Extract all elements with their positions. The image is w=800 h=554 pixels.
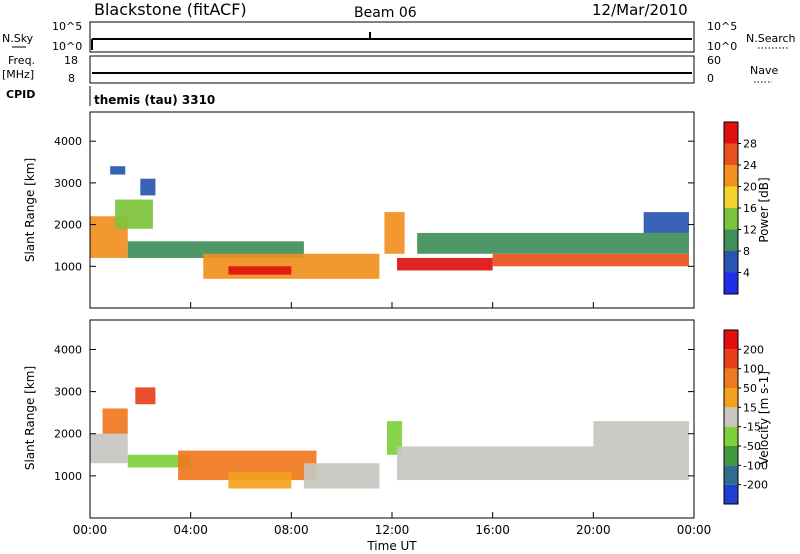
velocity-xtick-label-1: 04:00 — [173, 523, 208, 537]
velocity-colorbar-label: Velocity [m s-1] — [757, 371, 771, 465]
velocity-colorbar-segment-0 — [724, 484, 738, 504]
power-band-3 — [140, 178, 156, 196]
velocity-ytick-label-1: 2000 — [54, 428, 82, 441]
velocity-colorbar-label-4: -15 — [743, 421, 761, 434]
power-colorbar-label-0: 4 — [743, 267, 750, 280]
velocity-ytick-label-2: 3000 — [54, 386, 82, 399]
velocity-xtick-label-3: 12:00 — [375, 523, 410, 537]
velocity-band-1 — [102, 408, 128, 434]
freq-label-line2: [MHz] — [2, 68, 34, 81]
velocity-xtick-label-0: 00:00 — [73, 523, 108, 537]
velocity-colorbar-label-1: 100 — [743, 363, 764, 376]
velocity-colorbar-segment-5 — [724, 388, 738, 408]
velocity-xtick-label-4: 16:00 — [475, 523, 510, 537]
velocity-band-8 — [397, 446, 689, 481]
velocity-band-2 — [135, 387, 156, 405]
velocity-colorbar-segment-6 — [724, 368, 738, 388]
power-colorbar-label-6: 28 — [743, 138, 757, 151]
power-band-5 — [203, 253, 380, 279]
velocity-frame — [89, 319, 695, 519]
velocity-ytick-label-3: 4000 — [54, 343, 82, 356]
power-ylabel: Slant Range [km] — [23, 158, 37, 262]
velocity-colorbar-frame — [723, 329, 739, 505]
power-colorbar-segment-3 — [724, 208, 738, 230]
velocity-colorbar-segment-2 — [724, 446, 738, 466]
power-ytick-label-0: 1000 — [54, 260, 82, 273]
nsky-label: N.Sky — [2, 32, 34, 45]
freq-top-tick: 18 — [64, 54, 78, 67]
power-band-6 — [228, 266, 292, 275]
velocity-xlabel: Time UT — [366, 539, 417, 553]
nave-bottom-tick: 0 — [707, 72, 714, 85]
power-band-11 — [643, 212, 689, 233]
cpid-value: themis (tau) 3310 — [94, 93, 215, 107]
power-band-7 — [384, 212, 405, 254]
velocity-band-5 — [228, 471, 292, 489]
velocity-band-0 — [90, 433, 128, 464]
power-colorbar-segment-2 — [724, 229, 738, 251]
velocity-xtick-label-2: 08:00 — [274, 523, 309, 537]
velocity-colorbar: 200 100 50 15 -15 -50 -100 -200 — [723, 329, 768, 505]
power-band-2 — [110, 166, 126, 175]
cpid-label: CPID — [6, 88, 35, 101]
velocity-colorbar-segment-4 — [724, 407, 738, 427]
velocity-band-9 — [593, 421, 689, 447]
velocity-ytick-label-0: 1000 — [54, 470, 82, 483]
freq-label-line1: Freq. — [8, 54, 35, 67]
power-colorbar-label-5: 24 — [743, 159, 757, 172]
velocity-colorbar-segment-3 — [724, 426, 738, 446]
nsearch-bottom-tick: 10^0 — [707, 40, 737, 53]
nsky-panel — [89, 21, 695, 53]
beam-title: Beam 06 — [354, 5, 417, 21]
power-frame — [89, 111, 695, 309]
power-colorbar-segment-7 — [724, 122, 738, 144]
freq-bottom-tick: 8 — [68, 72, 75, 85]
power-colorbar-segment-4 — [724, 186, 738, 208]
freq-panel — [89, 55, 695, 84]
nave-top-tick: 60 — [707, 54, 721, 67]
power-band-10 — [417, 232, 689, 254]
power-colorbar-label-1: 8 — [743, 245, 750, 258]
power-colorbar: 4 8 12 16 20 24 28 — [723, 121, 757, 295]
power-colorbar-label-2: 12 — [743, 224, 757, 237]
power-band-9 — [492, 253, 689, 267]
velocity-colorbar-label-3: 15 — [743, 401, 757, 414]
power-colorbar-label-4: 20 — [743, 181, 757, 194]
power-ytick-label-1: 2000 — [54, 219, 82, 232]
velocity-colorbar-label-5: -50 — [743, 440, 761, 453]
velocity-colorbar-segment-8 — [724, 330, 738, 350]
velocity-colorbar-label-2: 50 — [743, 382, 757, 395]
power-ytick-label-3: 4000 — [54, 135, 82, 148]
station-title: Blackstone (fitACF) — [94, 0, 247, 19]
velocity-band-6 — [303, 463, 380, 489]
nsearch-label: N.Search — [746, 32, 796, 45]
velocity-colorbar-label-0: 200 — [743, 343, 764, 356]
date-title: 12/Mar/2010 — [592, 1, 688, 19]
power-colorbar-label: Power [dB] — [757, 177, 771, 242]
velocity-band-3 — [127, 454, 191, 468]
power-band-8 — [397, 257, 493, 271]
velocity-panel: 1000 2000 3000 4000 00:00 04:00 08:00 12:00 16:… — [23, 319, 712, 553]
velocity-colorbar-label-7: -200 — [743, 479, 768, 492]
velocity-colorbar-segment-1 — [724, 465, 738, 485]
velocity-colorbar-segment-7 — [724, 349, 738, 369]
nave-label: Nave — [750, 64, 778, 77]
power-band-1 — [115, 199, 153, 229]
velocity-xtick-label-6: 00:00 — [677, 523, 712, 537]
nsky-top-tick: 10^5 — [52, 20, 82, 33]
power-colorbar-segment-0 — [724, 272, 738, 294]
nsky-bottom-tick: 10^0 — [52, 40, 82, 53]
nsearch-top-tick: 10^5 — [707, 20, 737, 33]
power-colorbar-segment-6 — [724, 143, 738, 165]
power-ytick-label-2: 3000 — [54, 177, 82, 190]
power-colorbar-segment-5 — [724, 165, 738, 187]
power-colorbar-segment-1 — [724, 251, 738, 273]
power-panel: 1000 2000 3000 4000 Slant Range [km] — [23, 111, 695, 309]
power-colorbar-label-3: 16 — [743, 202, 757, 215]
velocity-xtick-label-5: 20:00 — [576, 523, 611, 537]
velocity-ylabel: Slant Range [km] — [23, 366, 37, 470]
velocity-colorbar-label-6: -100 — [743, 459, 768, 472]
